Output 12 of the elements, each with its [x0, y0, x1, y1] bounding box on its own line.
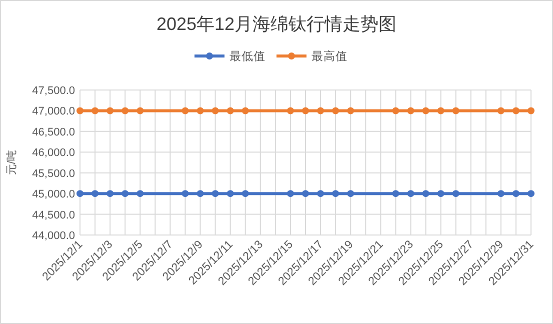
- y-tick-label: 44,500.0: [32, 209, 75, 222]
- legend-label: 最低值: [230, 50, 266, 63]
- y-tick-label: 45,500.0: [32, 168, 75, 180]
- y-axis-title: 元/吨: [5, 150, 18, 176]
- y-tick-label: 46,000.0: [32, 147, 75, 160]
- legend-label: 最高值: [312, 49, 348, 63]
- y-tick-label: 45,000.0: [32, 188, 75, 201]
- y-tick-label: 46,500.0: [32, 126, 75, 138]
- y-tick-label: 47,500.0: [32, 85, 75, 97]
- y-tick-label: 44,000.0: [32, 230, 75, 242]
- y-tick-label: 47,000.0: [32, 106, 75, 118]
- chart-title: 2025年12月海绵钛行情走势图: [156, 14, 397, 34]
